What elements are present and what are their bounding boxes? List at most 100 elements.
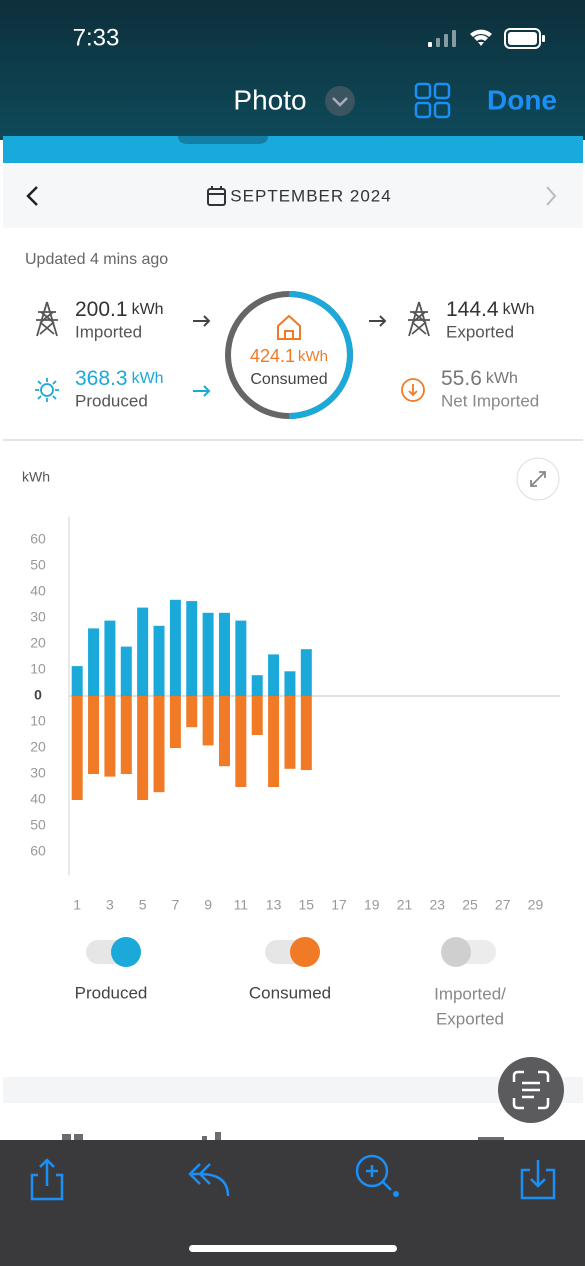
x-tick-label: 17 bbox=[331, 897, 347, 913]
bar bbox=[88, 696, 100, 774]
toggle-knob bbox=[111, 937, 141, 967]
exported-number: 144.4 bbox=[446, 298, 499, 321]
tabbar-peek bbox=[62, 1132, 504, 1140]
consumed-value: 424.1 kWh bbox=[250, 346, 328, 366]
time: 7:33 bbox=[73, 24, 120, 51]
exported-label: Exported bbox=[446, 322, 514, 341]
bar bbox=[186, 696, 198, 728]
calendar-icon bbox=[207, 186, 226, 206]
produced-value: 368.3 kWh bbox=[75, 367, 164, 390]
bar bbox=[218, 696, 230, 767]
top-bar bbox=[0, 0, 585, 140]
net-value: 55.6 kWh bbox=[441, 367, 518, 390]
produced-number: 368.3 bbox=[75, 367, 128, 390]
sun-icon bbox=[35, 378, 59, 402]
y-tick-label: 20 bbox=[30, 739, 46, 755]
house-icon bbox=[277, 314, 301, 340]
bar bbox=[120, 646, 132, 696]
ring-arc bbox=[288, 291, 353, 419]
search-button[interactable] bbox=[355, 1154, 389, 1188]
search-icon bbox=[366, 1165, 392, 1191]
bar bbox=[235, 696, 247, 787]
x-tick-label: 11 bbox=[234, 897, 249, 913]
legend-label: Imported/ bbox=[434, 984, 506, 1003]
bar bbox=[137, 607, 149, 696]
prev-month[interactable] bbox=[26, 186, 38, 206]
bar bbox=[202, 696, 214, 746]
y-tick-label: 30 bbox=[30, 765, 46, 781]
net-number: 55.6 bbox=[441, 367, 482, 390]
bar bbox=[268, 696, 280, 787]
title-menu[interactable] bbox=[325, 86, 355, 116]
x-tick-label: 13 bbox=[266, 897, 282, 913]
produced-unit: kWh bbox=[132, 370, 164, 387]
produced-label: Produced bbox=[75, 391, 148, 410]
x-tick-label: 1 bbox=[73, 897, 81, 913]
pylon-icon bbox=[36, 301, 58, 337]
y-tick-label: 20 bbox=[30, 635, 46, 651]
bar bbox=[284, 671, 296, 696]
bar bbox=[120, 696, 132, 774]
done-button[interactable]: Done bbox=[487, 84, 557, 115]
x-tick-label: 23 bbox=[429, 897, 445, 913]
home-indicator bbox=[189, 1245, 397, 1252]
imported-number: 200.1 bbox=[75, 298, 128, 321]
x-tick-label: 15 bbox=[299, 897, 315, 913]
bar bbox=[268, 654, 280, 696]
share-button[interactable] bbox=[30, 1158, 64, 1201]
bar bbox=[153, 696, 165, 793]
bar bbox=[251, 696, 263, 735]
nav-title: Photo bbox=[233, 84, 306, 115]
bar bbox=[186, 601, 198, 696]
exported-value: 144.4 kWh bbox=[446, 298, 535, 321]
bar bbox=[251, 675, 263, 696]
x-tick-label: 19 bbox=[364, 897, 380, 913]
bar bbox=[300, 649, 312, 696]
x-tick-label: 9 bbox=[204, 897, 212, 913]
net-label: Net Imported bbox=[441, 391, 539, 410]
month-header bbox=[3, 165, 583, 228]
arrow bbox=[369, 315, 387, 327]
bar bbox=[169, 696, 181, 748]
y-tick-label: 0 bbox=[34, 687, 42, 703]
consumed-unit: kWh bbox=[298, 348, 328, 365]
consumed-number: 424.1 bbox=[250, 346, 295, 366]
grid-icon[interactable] bbox=[414, 82, 451, 119]
y-tick-label: 50 bbox=[30, 817, 46, 833]
imported-unit: kWh bbox=[132, 301, 164, 318]
save-button[interactable] bbox=[520, 1160, 556, 1200]
app-card bbox=[3, 163, 583, 1140]
arrow bbox=[193, 385, 211, 397]
net-icon bbox=[401, 378, 425, 402]
expand-icon bbox=[530, 471, 546, 487]
legend-label: Consumed bbox=[249, 983, 331, 1002]
y-tick-label: 10 bbox=[30, 713, 46, 729]
x-tick-label: 29 bbox=[528, 897, 544, 913]
legend-label: Exported bbox=[436, 1009, 504, 1028]
y-tick-label: 30 bbox=[30, 609, 46, 625]
y-tick-label: 40 bbox=[30, 791, 46, 807]
next-month[interactable] bbox=[546, 186, 557, 206]
y-tick-label: 40 bbox=[30, 583, 46, 599]
bar bbox=[169, 599, 181, 696]
reply-button[interactable] bbox=[188, 1163, 230, 1197]
handle bbox=[178, 136, 268, 144]
net-unit: kWh bbox=[486, 370, 518, 387]
y-axis-label: kWh bbox=[22, 469, 50, 485]
bar bbox=[202, 612, 214, 696]
chevron bbox=[332, 97, 348, 107]
arrow bbox=[193, 315, 211, 327]
y-tick-label: 10 bbox=[30, 661, 46, 677]
bar bbox=[71, 696, 83, 800]
bar bbox=[153, 625, 165, 696]
bar bbox=[104, 620, 116, 696]
y-tick-label: 60 bbox=[30, 531, 46, 547]
bar bbox=[71, 666, 83, 696]
bar bbox=[137, 696, 149, 800]
section-gap bbox=[3, 1077, 583, 1103]
live-text-icon bbox=[512, 1070, 550, 1110]
y-tick-label: 60 bbox=[30, 843, 46, 859]
